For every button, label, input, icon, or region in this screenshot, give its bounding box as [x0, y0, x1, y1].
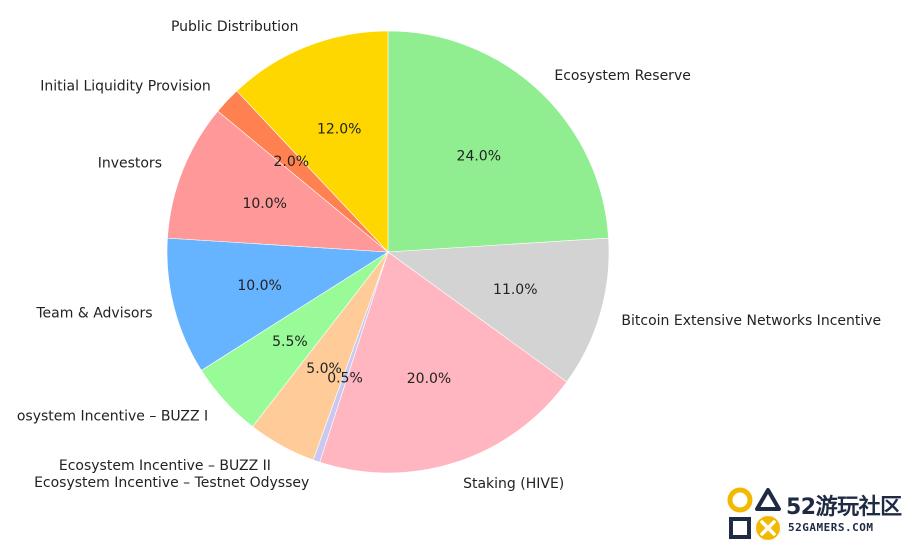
pct-label-osystem-incentive-buzz-i: 5.5% — [272, 334, 308, 350]
category-label-bitcoin-extensive-networks-incentive: Bitcoin Extensive Networks Incentive — [621, 313, 881, 329]
category-label-investors: Investors — [98, 156, 162, 172]
percentage-labels: 24.0% 11.0% 20.0% 0.5%5.0% 5.5% 10.0% 10.0% 2.0… — [237, 122, 537, 387]
category-label-ecosystem-incentive-testnet-odyssey: Ecosystem Incentive – Testnet Odyssey — [34, 475, 309, 491]
pct-label-ecosystem-incentive-buzz-ii: 5.0% — [306, 361, 342, 377]
pie-slices — [166, 30, 610, 474]
pct-label-ecosystem-incentive-testnet-odyssey: 0.5% — [327, 371, 363, 387]
watermark: 52游玩社区 52GAMERS.COM — [726, 485, 902, 543]
category-labels: Ecosystem Reserve Bitcoin Extensive Netwo… — [17, 19, 881, 492]
category-label-staking-hive: Staking (HIVE) — [463, 476, 564, 492]
slice-bitcoin-extensive-networks-incentive — [387, 237, 610, 383]
slice-public-distribution — [236, 30, 389, 253]
category-label-ecosystem-reserve: Ecosystem Reserve — [554, 68, 690, 84]
slice-team-advisors — [166, 237, 389, 371]
pct-label-investors: 10.0% — [242, 196, 286, 212]
pct-label-team-advisors: 10.0% — [237, 278, 281, 294]
watermark-title: 52游玩社区 — [786, 495, 902, 520]
slice-staking-hive — [319, 251, 568, 474]
category-label-osystem-incentive-buzz-i: osystem Incentive – BUZZ I — [17, 409, 208, 425]
pct-label-initial-liquidity-provision: 2.0% — [274, 154, 310, 170]
category-label-initial-liquidity-provision: Initial Liquidity Provision — [40, 79, 211, 95]
pct-label-ecosystem-reserve: 24.0% — [457, 148, 501, 164]
watermark-url: 52GAMERS.COM — [788, 521, 874, 534]
category-label-ecosystem-incentive-buzz-ii: Ecosystem Incentive – BUZZ II — [59, 458, 271, 474]
gamepad-symbols-logo-icon — [727, 487, 781, 540]
slice-investors — [167, 110, 389, 253]
category-label-team-advisors: Team & Advisors — [35, 306, 152, 322]
slice-ecosystem-reserve — [387, 30, 609, 253]
pct-label-bitcoin-extensive-networks-incentive: 11.0% — [493, 282, 537, 298]
pct-label-staking-hive: 20.0% — [407, 371, 451, 387]
category-label-public-distribution: Public Distribution — [171, 19, 299, 35]
pct-label-public-distribution: 12.0% — [317, 122, 361, 138]
